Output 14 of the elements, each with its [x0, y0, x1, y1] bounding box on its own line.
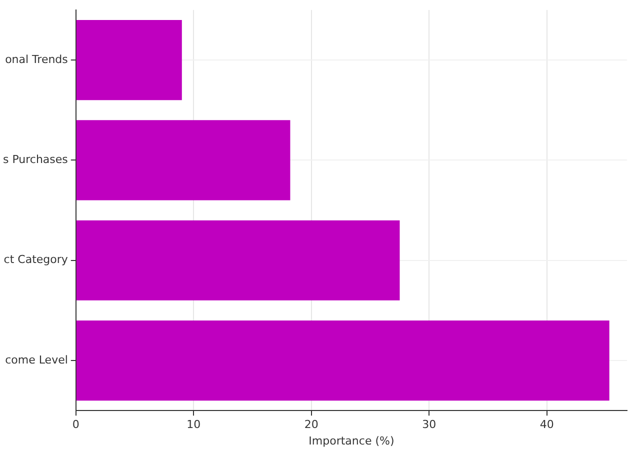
bar: [76, 320, 610, 401]
bar: [76, 220, 400, 300]
y-tick-label: come Level: [5, 353, 68, 366]
x-tick-label: 30: [422, 418, 436, 432]
x-axis-title: Importance (%): [308, 434, 394, 448]
bar: [76, 20, 182, 100]
y-tick-label: ct Category: [4, 253, 68, 266]
x-tick-label: 40: [540, 418, 554, 432]
y-tick-label: onal Trends: [5, 52, 68, 66]
bar: [76, 120, 290, 200]
x-tick-label: 0: [72, 418, 80, 432]
y-tick-label: s Purchases: [2, 153, 68, 166]
x-tick-label: 10: [186, 418, 201, 432]
x-tick-label: 20: [304, 418, 318, 432]
